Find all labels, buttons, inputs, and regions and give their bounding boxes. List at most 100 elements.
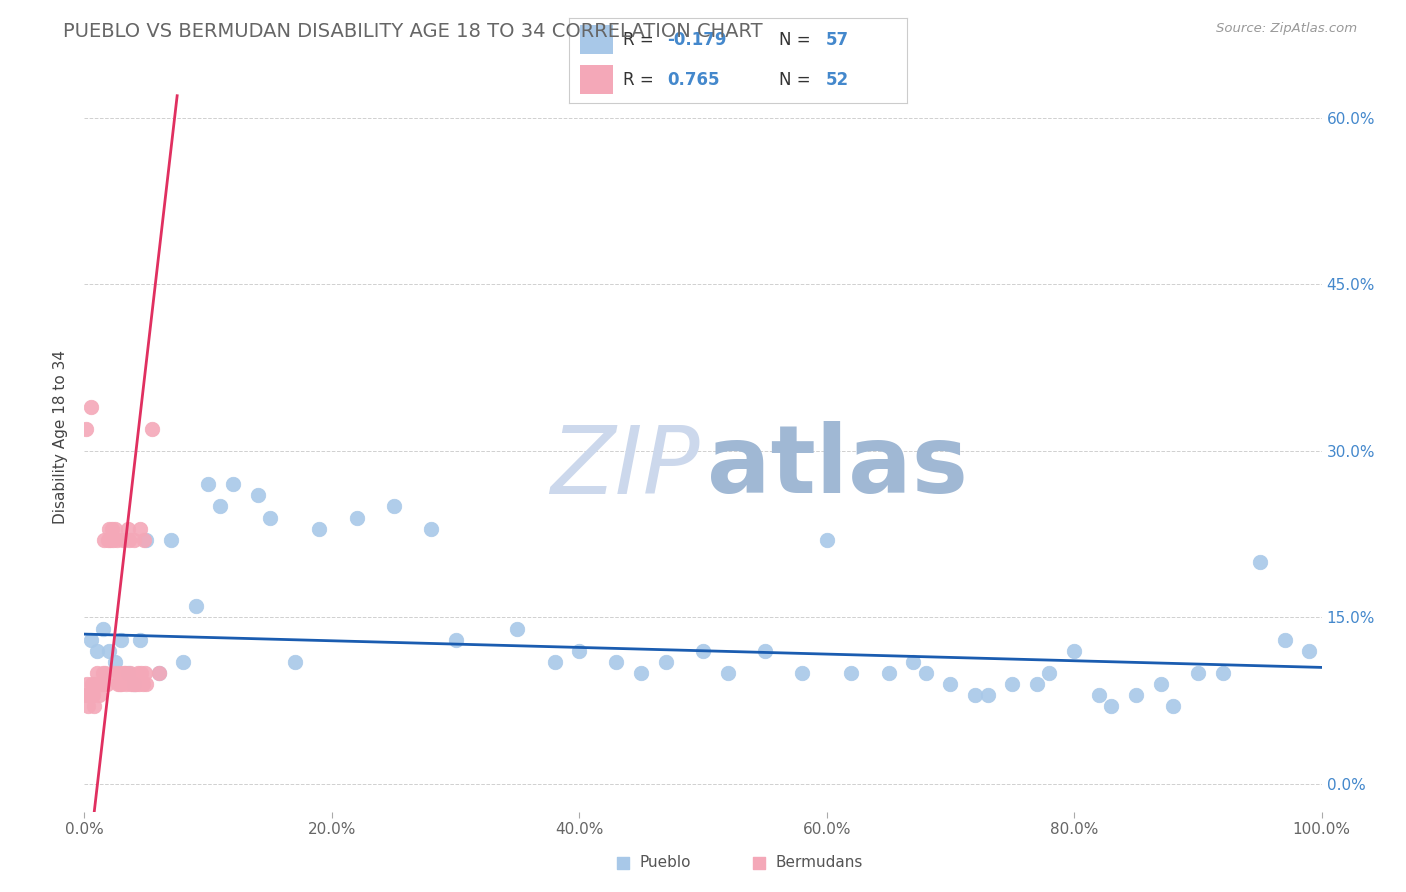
Point xyxy=(134,665,156,680)
Point xyxy=(98,533,121,547)
Point xyxy=(104,522,127,536)
Text: ZIP: ZIP xyxy=(550,422,699,513)
Text: 0.765: 0.765 xyxy=(668,70,720,88)
Point xyxy=(1161,699,1184,714)
Point xyxy=(419,522,441,536)
Point xyxy=(308,522,330,536)
Point xyxy=(1249,555,1271,569)
Point xyxy=(284,655,307,669)
Text: 52: 52 xyxy=(825,70,849,88)
Point xyxy=(121,677,143,691)
Point xyxy=(83,699,105,714)
Text: N =: N = xyxy=(779,70,815,88)
Point xyxy=(939,677,962,691)
Point xyxy=(717,665,740,680)
Text: PUEBLO VS BERMUDAN DISABILITY AGE 18 TO 34 CORRELATION CHART: PUEBLO VS BERMUDAN DISABILITY AGE 18 TO … xyxy=(63,22,763,41)
Point xyxy=(89,688,111,702)
Point xyxy=(209,500,232,514)
Point xyxy=(129,522,152,536)
Point xyxy=(148,665,170,680)
Point xyxy=(77,699,100,714)
Point xyxy=(1274,632,1296,647)
Point xyxy=(568,644,591,658)
Point xyxy=(128,677,150,691)
Point xyxy=(1212,665,1234,680)
Point xyxy=(965,688,987,702)
Point xyxy=(122,533,145,547)
Point xyxy=(117,522,139,536)
Point xyxy=(382,500,405,514)
Text: R =: R = xyxy=(623,31,659,49)
Point xyxy=(114,665,136,680)
Point xyxy=(110,632,132,647)
Point xyxy=(444,632,467,647)
Point xyxy=(75,688,97,702)
Point xyxy=(543,655,565,669)
Point xyxy=(131,677,153,691)
Point xyxy=(976,688,998,702)
Point xyxy=(754,644,776,658)
Point xyxy=(125,677,148,691)
Point xyxy=(108,665,131,680)
Point xyxy=(91,622,114,636)
Text: Bermudans: Bermudans xyxy=(776,855,863,871)
Point xyxy=(103,665,125,680)
Point xyxy=(790,665,813,680)
Point xyxy=(93,533,115,547)
Point xyxy=(135,677,157,691)
Point xyxy=(506,622,529,636)
Point xyxy=(86,644,108,658)
Point xyxy=(246,488,269,502)
Point xyxy=(120,665,142,680)
Point xyxy=(1038,665,1060,680)
Point xyxy=(1088,688,1111,702)
Point xyxy=(98,644,121,658)
Point xyxy=(89,677,111,691)
Point xyxy=(101,533,124,547)
Point xyxy=(1298,644,1320,658)
Point xyxy=(124,677,146,691)
Point xyxy=(87,677,110,691)
Point xyxy=(903,655,925,669)
Point xyxy=(148,665,170,680)
Point xyxy=(1001,677,1024,691)
Point xyxy=(1063,644,1085,658)
Point xyxy=(748,853,770,867)
Point xyxy=(97,533,120,547)
Point xyxy=(117,665,139,680)
Text: 57: 57 xyxy=(825,31,849,49)
Point xyxy=(96,677,118,691)
Point xyxy=(132,533,155,547)
Point xyxy=(115,677,138,691)
Point xyxy=(1026,677,1049,691)
Point xyxy=(91,665,114,680)
Point xyxy=(346,510,368,524)
Point xyxy=(110,677,132,691)
Point xyxy=(129,632,152,647)
Point xyxy=(94,665,117,680)
Point xyxy=(135,533,157,547)
Text: R =: R = xyxy=(623,70,665,88)
Point xyxy=(127,665,149,680)
Point xyxy=(1125,688,1147,702)
FancyBboxPatch shape xyxy=(579,26,613,54)
Point xyxy=(160,533,183,547)
Point xyxy=(605,655,627,669)
Point xyxy=(105,533,128,547)
Point xyxy=(692,644,714,658)
Point xyxy=(80,677,103,691)
Point xyxy=(107,677,129,691)
Text: Pueblo: Pueblo xyxy=(640,855,692,871)
Point xyxy=(655,655,678,669)
Point xyxy=(612,853,634,867)
Point xyxy=(1099,699,1122,714)
Point xyxy=(79,688,101,702)
Text: Source: ZipAtlas.com: Source: ZipAtlas.com xyxy=(1216,22,1357,36)
Point xyxy=(82,688,104,702)
Point xyxy=(112,665,135,680)
Text: -0.179: -0.179 xyxy=(668,31,727,49)
Point xyxy=(222,477,245,491)
Point xyxy=(197,477,219,491)
Point xyxy=(914,665,936,680)
Point xyxy=(129,665,152,680)
